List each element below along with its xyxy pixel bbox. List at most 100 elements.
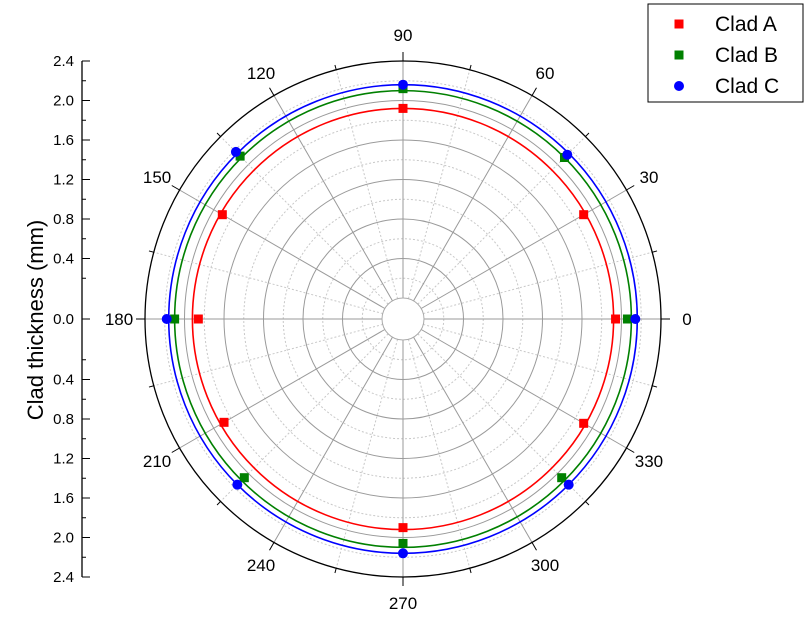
angle-label: 300 [531, 556, 559, 575]
angle-labels: 0 30 60 90 120 150 180 210 240 270 300 330 [105, 26, 692, 613]
angle-tick [585, 132, 590, 137]
angle-tick [469, 568, 472, 574]
angle-tick [334, 64, 337, 70]
grid-spoke [273, 95, 393, 302]
legend-marker [674, 50, 684, 60]
angle-label: 90 [394, 26, 413, 45]
grid-spoke [423, 251, 653, 315]
legend-marker [674, 19, 684, 29]
data-point [161, 314, 172, 324]
angle-tick [652, 250, 658, 253]
angle-tick [626, 185, 635, 191]
radial-tick-label: 0.4 [53, 251, 74, 268]
radial-tick-label: 2.0 [53, 530, 74, 547]
grid-spoke [335, 339, 399, 569]
radial-tick-label: 1.6 [53, 132, 74, 149]
radial-tick-label: 1.6 [53, 490, 74, 507]
inner-hole [381, 297, 425, 341]
radial-tick-label: 0.8 [53, 411, 74, 428]
angle-tick [585, 501, 590, 506]
angle-tick [531, 87, 537, 96]
angle-tick [216, 501, 221, 506]
polar-grid [136, 52, 670, 586]
angle-tick [148, 385, 154, 388]
angle-tick [216, 132, 221, 137]
radial-tick-label: 2.4 [53, 53, 74, 70]
legend-label: Clad B [715, 44, 778, 67]
radial-tick-label: 2.4 [53, 569, 74, 586]
grid-spoke [273, 336, 393, 543]
angle-label: 60 [536, 64, 555, 83]
angle-label: 210 [143, 452, 171, 471]
radial-tick-label: 2.0 [53, 93, 74, 110]
legend-label: Clad A [715, 13, 777, 36]
angle-tick [148, 250, 154, 253]
angle-label: 120 [247, 64, 275, 83]
radial-tick-label: 0.8 [53, 211, 74, 228]
data-point [579, 210, 589, 220]
angle-tick [269, 542, 275, 551]
data-point [611, 314, 621, 324]
data-point [232, 479, 243, 490]
data-point [563, 479, 574, 490]
grid-spoke [413, 95, 533, 302]
radial-tick-label: 0.0 [53, 311, 74, 328]
angle-tick [269, 87, 275, 96]
data-point [219, 417, 229, 427]
grid-spoke [420, 329, 627, 449]
angle-label: 180 [105, 310, 133, 329]
grid-spoke [407, 339, 471, 569]
grid-spoke [153, 251, 383, 315]
grid-spoke [423, 323, 653, 387]
angle-label: 150 [143, 168, 171, 187]
data-point [398, 538, 408, 548]
angle-tick [652, 385, 658, 388]
grid-spoke [420, 189, 627, 309]
angle-tick [626, 447, 635, 453]
radial-axis: 2.4 2.0 1.6 1.2 0.8 0.4 0.0 0.4 0.8 1.2 1.6 2.0 2.4 [53, 53, 90, 586]
radial-tick-label: 1.2 [53, 451, 74, 468]
grid-spoke [407, 69, 471, 299]
data-point [398, 523, 408, 533]
data-point [557, 473, 567, 483]
data-point [562, 149, 573, 160]
radial-tick-label: 0.4 [53, 372, 74, 389]
grid-spoke [220, 136, 389, 305]
data-point [398, 79, 408, 90]
data-point [235, 151, 245, 161]
data-series [161, 79, 641, 559]
data-point [579, 418, 589, 428]
angle-tick [469, 64, 472, 70]
legend: Clad A Clad B Clad C [647, 3, 804, 103]
angle-label: 0 [682, 310, 691, 329]
grid-spoke [335, 69, 399, 299]
data-point [239, 473, 249, 483]
legend-box [647, 3, 804, 103]
angle-tick [531, 542, 537, 551]
legend-marker [674, 81, 684, 91]
angle-label: 330 [635, 452, 663, 471]
grid-spoke [153, 323, 383, 387]
angle-tick [171, 185, 180, 191]
data-point [630, 314, 641, 324]
data-point [217, 210, 227, 220]
angle-tick [334, 568, 337, 574]
grid-spoke [179, 189, 386, 309]
y-axis-label: Clad thickness (mm) [23, 220, 48, 420]
angle-label: 30 [639, 168, 658, 187]
data-point [170, 314, 180, 324]
data-point [622, 314, 632, 324]
angle-label: 270 [389, 594, 417, 613]
data-point [398, 103, 408, 113]
grid-spoke [417, 136, 586, 305]
radial-tick-label: 1.2 [53, 172, 74, 189]
angle-tick [171, 447, 180, 453]
grid-spoke [413, 336, 533, 543]
angle-label: 240 [247, 556, 275, 575]
data-point [193, 314, 203, 324]
grid-spoke [179, 329, 386, 449]
data-point [398, 548, 408, 559]
legend-label: Clad C [715, 75, 779, 98]
data-point [230, 146, 241, 157]
